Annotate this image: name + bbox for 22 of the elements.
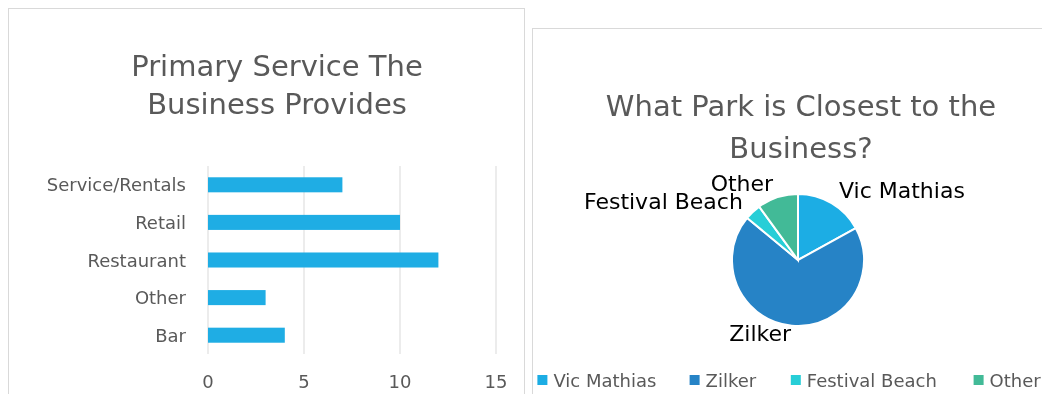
bar (208, 327, 285, 343)
bar (208, 290, 266, 306)
x-tick-label: 5 (298, 371, 310, 392)
bar (208, 214, 400, 230)
slice-label: Zilker (729, 321, 792, 347)
legend-label: Other (989, 369, 1042, 391)
bar (208, 252, 439, 268)
x-tick-label: 10 (388, 371, 412, 392)
y-tick-label: Retail (135, 211, 186, 233)
y-tick-label: Restaurant (87, 249, 186, 271)
chart-title: What Park is Closest to the Business? (605, 89, 997, 165)
slice-label: Vic Mathias (838, 178, 965, 204)
legend-label: Festival Beach (806, 369, 937, 391)
y-tick-label: Bar (155, 324, 187, 346)
x-tick-label: 0 (202, 371, 214, 392)
chart-title: Primary Service The Business Provides (131, 49, 423, 121)
bar (208, 177, 343, 193)
y-tick-label: Other (134, 287, 187, 309)
y-tick-label: Service/Rentals (46, 174, 186, 196)
x-tick-label: 15 (484, 371, 508, 392)
legend-label: Vic Mathias (553, 369, 657, 391)
legend-label: Zilker (705, 369, 757, 391)
